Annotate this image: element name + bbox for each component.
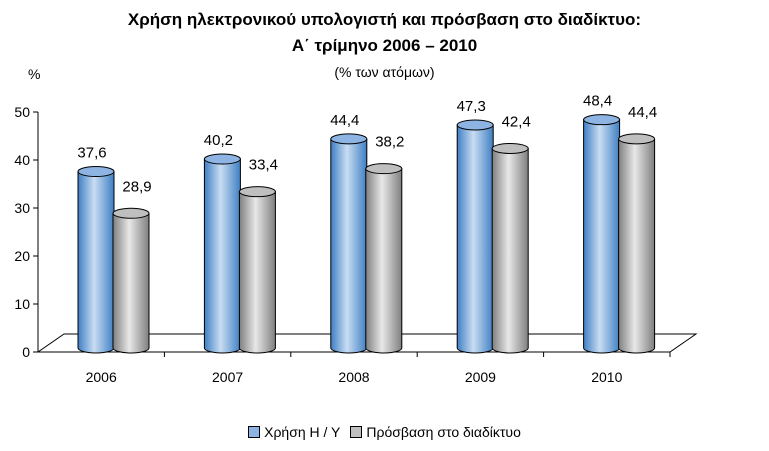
bar-computer-use bbox=[583, 119, 621, 354]
bar-top-computer-use bbox=[583, 114, 621, 126]
bar-computer-use bbox=[330, 138, 368, 354]
data-label: 37,6 bbox=[77, 145, 106, 162]
legend-item-internet-access: Πρόσβαση στο διαδίκτυο bbox=[350, 424, 521, 440]
data-label: 44,4 bbox=[628, 104, 657, 121]
bar-internet-access bbox=[238, 191, 276, 354]
legend-item-computer-use: Χρήση Η / Υ bbox=[248, 424, 340, 440]
data-label: 33,4 bbox=[249, 157, 278, 174]
x-tick-label: 2010 bbox=[591, 369, 622, 385]
bar-internet-access bbox=[491, 147, 529, 354]
bar-computer-use bbox=[77, 171, 115, 354]
bar-top-computer-use bbox=[456, 119, 494, 131]
data-label: 47,3 bbox=[457, 98, 486, 115]
chart-title: Χρήση ηλεκτρονικού υπολογιστή και πρόσβα… bbox=[127, 10, 642, 29]
legend-label-computer-use: Χρήση Η / Υ bbox=[264, 424, 341, 440]
bar-top-computer-use bbox=[203, 153, 241, 165]
bar-top-internet-access bbox=[365, 163, 403, 175]
y-axis-unit: % bbox=[28, 66, 41, 82]
data-label: 42,4 bbox=[502, 113, 531, 130]
bar-top-internet-access bbox=[618, 133, 656, 145]
legend-swatch-internet-access bbox=[350, 426, 363, 438]
chart-title-line2: Α΄ τρίμηνο 2006 – 2010 bbox=[291, 36, 478, 55]
x-tick-label: 2007 bbox=[212, 369, 243, 385]
data-label: 28,9 bbox=[122, 178, 151, 195]
bar-internet-access bbox=[618, 138, 656, 354]
data-label: 40,2 bbox=[204, 132, 233, 149]
bar-computer-use bbox=[203, 158, 241, 354]
y-tick-label: 20 bbox=[14, 248, 30, 264]
bar-top-computer-use bbox=[77, 166, 115, 178]
y-tick-label: 0 bbox=[22, 344, 30, 360]
y-tick-label: 40 bbox=[14, 152, 30, 168]
bar-internet-access bbox=[112, 212, 150, 354]
y-tick-label: 30 bbox=[14, 200, 30, 216]
legend: Χρήση Η / Υ Πρόσβαση στο διαδίκτυο bbox=[0, 424, 769, 440]
bar-computer-use bbox=[456, 124, 494, 354]
x-tick-label: 2006 bbox=[86, 369, 117, 385]
bar-top-internet-access bbox=[491, 142, 529, 154]
chart-subtitle: (% των ατόμων) bbox=[334, 64, 435, 80]
data-label: 44,4 bbox=[330, 112, 359, 129]
data-label: 38,2 bbox=[375, 134, 404, 151]
legend-swatch-computer-use bbox=[248, 426, 261, 438]
bar-top-computer-use bbox=[330, 133, 368, 145]
x-tick-label: 2008 bbox=[338, 369, 369, 385]
bar-top-internet-access bbox=[238, 186, 276, 198]
bar-internet-access bbox=[365, 168, 403, 354]
data-label: 48,4 bbox=[583, 93, 612, 110]
y-tick-label: 50 bbox=[14, 104, 30, 120]
y-tick-label: 10 bbox=[14, 296, 30, 312]
bar-top-internet-access bbox=[112, 207, 150, 219]
x-tick-label: 2009 bbox=[465, 369, 496, 385]
legend-label-internet-access: Πρόσβαση στο διαδίκτυο bbox=[366, 424, 521, 440]
